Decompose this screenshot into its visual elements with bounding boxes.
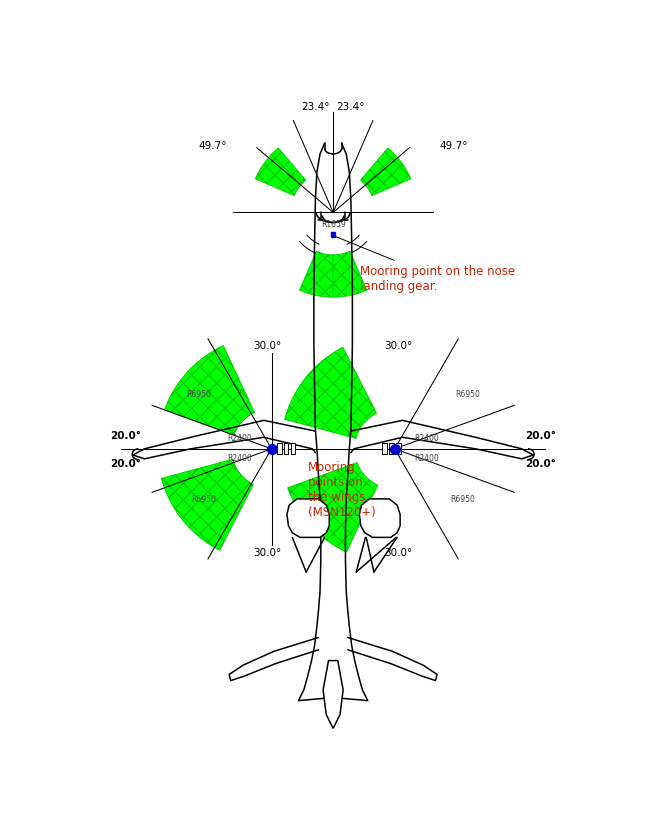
Text: 23.4°: 23.4° bbox=[302, 102, 330, 112]
Text: R2400: R2400 bbox=[227, 433, 252, 442]
Text: 20.0°: 20.0° bbox=[110, 431, 140, 440]
Bar bbox=[382, 444, 387, 455]
Polygon shape bbox=[359, 499, 400, 537]
Polygon shape bbox=[285, 348, 376, 439]
Text: 30.0°: 30.0° bbox=[384, 341, 413, 351]
Bar bbox=[291, 444, 295, 455]
Bar bbox=[284, 444, 289, 455]
Bar bbox=[389, 444, 394, 455]
Polygon shape bbox=[288, 463, 378, 552]
Text: 20.0°: 20.0° bbox=[526, 431, 556, 440]
Polygon shape bbox=[361, 149, 411, 196]
Text: 49.7°: 49.7° bbox=[439, 141, 468, 151]
Polygon shape bbox=[255, 149, 306, 196]
Text: R6950: R6950 bbox=[450, 494, 475, 503]
Text: 49.7°: 49.7° bbox=[198, 141, 227, 151]
Text: Mooring
points on
the wings.
(MSN120+): Mooring points on the wings. (MSN120+) bbox=[307, 461, 376, 519]
Polygon shape bbox=[287, 499, 330, 537]
Text: 23.4°: 23.4° bbox=[336, 102, 365, 112]
Bar bbox=[396, 444, 401, 455]
Text: R1659: R1659 bbox=[320, 219, 346, 229]
Text: R2400: R2400 bbox=[414, 453, 439, 462]
Text: 30.0°: 30.0° bbox=[384, 548, 413, 558]
Text: R6950: R6950 bbox=[456, 390, 480, 399]
Polygon shape bbox=[300, 252, 333, 298]
Text: R2400: R2400 bbox=[414, 433, 439, 442]
Bar bbox=[277, 444, 281, 455]
Text: 30.0°: 30.0° bbox=[254, 548, 282, 558]
Text: R6950: R6950 bbox=[186, 390, 211, 399]
Text: 20.0°: 20.0° bbox=[110, 458, 140, 468]
Text: 30.0°: 30.0° bbox=[254, 341, 282, 351]
Polygon shape bbox=[323, 661, 343, 729]
Bar bbox=[331, 233, 335, 238]
Text: 20.0°: 20.0° bbox=[526, 458, 556, 468]
Text: R6950: R6950 bbox=[191, 494, 216, 503]
Polygon shape bbox=[164, 346, 255, 436]
Text: R2400: R2400 bbox=[227, 453, 252, 462]
Polygon shape bbox=[161, 460, 254, 551]
Text: Mooring point on the nose
landing gear.: Mooring point on the nose landing gear. bbox=[335, 238, 515, 292]
Polygon shape bbox=[333, 252, 367, 298]
